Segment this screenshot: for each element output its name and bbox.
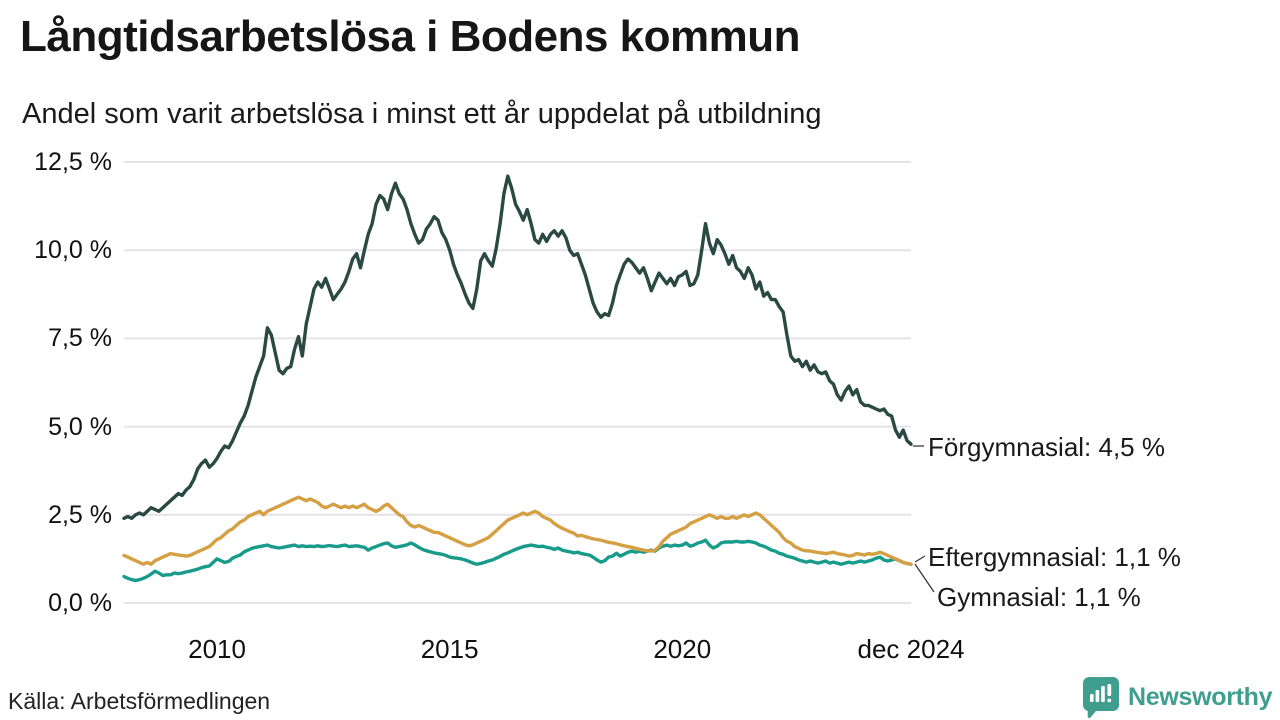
newsworthy-logo-icon xyxy=(1082,677,1119,718)
annotation-connector-gymnasial xyxy=(914,563,935,593)
series-lines xyxy=(122,174,913,583)
series-line-gymnasial xyxy=(122,538,913,583)
y-tick-label-0: 0,0 % xyxy=(48,589,112,617)
y-tick-label-5: 5,0 % xyxy=(48,412,112,441)
annotation-connector-eftergymnasial xyxy=(914,555,926,563)
annotation-gymnasial: Gymnasial: 1,1 % xyxy=(937,582,1141,612)
page-title: Långtidsarbetslösa i Bodens kommun xyxy=(20,12,801,61)
series-line-eftergymnasial xyxy=(122,495,913,566)
y-tick-label-7_5: 7,5 % xyxy=(48,324,112,353)
annotation-eftergymnasial: Eftergymnasial: 1,1 % xyxy=(928,542,1181,572)
newsworthy-logo-text: Newsworthy xyxy=(1128,682,1273,711)
y-tick-label-12_5: 12,5 % xyxy=(34,148,112,176)
y-tick-label-10: 10,0 % xyxy=(34,236,112,265)
x-tick-label-2010: 2010 xyxy=(188,634,246,664)
series-line-forgymnasial xyxy=(122,174,913,520)
x-tick-label-2015: 2015 xyxy=(420,634,479,664)
y-tick-label-2_5: 2,5 % xyxy=(48,500,112,529)
x-tick-label-2020: 2020 xyxy=(653,634,712,664)
annotation-forgymnasial: Förgymnasial: 4,5 % xyxy=(928,432,1165,462)
x-tick-label-dec-2024: dec 2024 xyxy=(857,634,965,664)
newsworthy-logo: Newsworthy xyxy=(1082,676,1273,718)
source-note: Källa: Arbetsförmedlingen xyxy=(8,688,271,714)
page-subtitle: Andel som varit arbetslösa i minst ett å… xyxy=(22,98,822,130)
gridlines xyxy=(124,161,911,604)
annotation-connectors xyxy=(913,445,935,593)
